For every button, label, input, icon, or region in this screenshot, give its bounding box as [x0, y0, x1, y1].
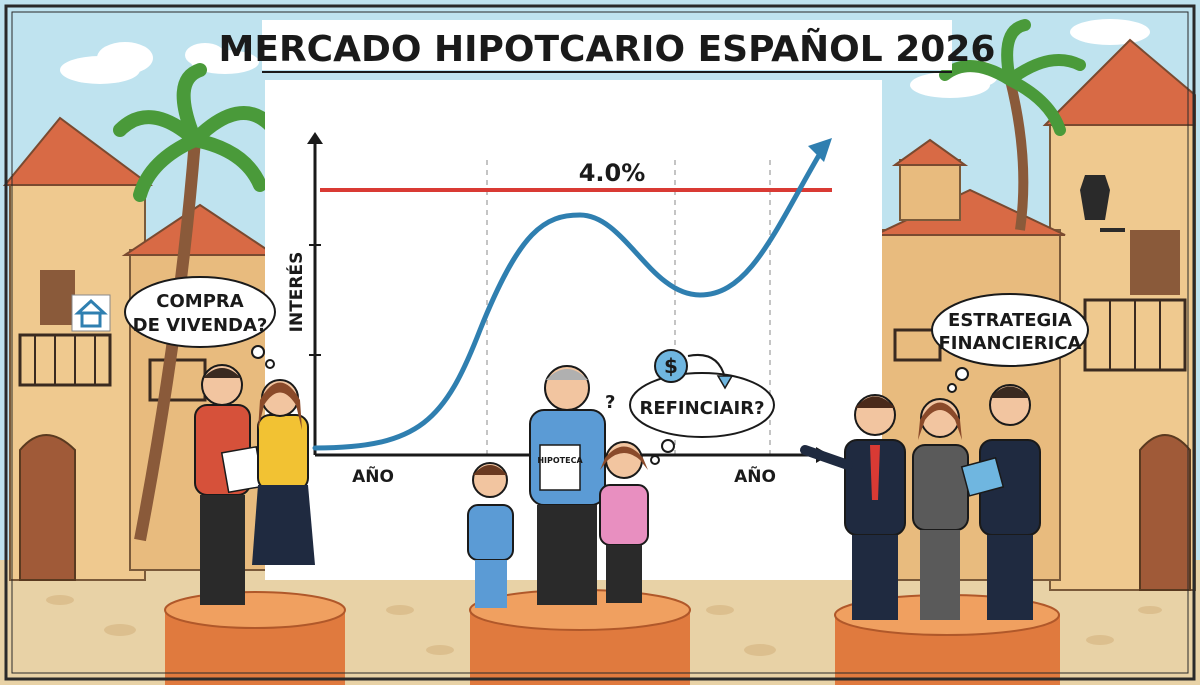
- speech-bubble-right: ESTRATEGIA FINANCIERICA: [931, 293, 1089, 393]
- svg-text:$: $: [664, 354, 678, 378]
- title-box: [262, 20, 952, 70]
- bubble-right-line2: FINANCIERICA: [939, 333, 1082, 354]
- paper-text: HIPOTECA: [537, 456, 583, 465]
- palm-tree-icon: [939, 19, 1086, 231]
- cobblestones: [46, 595, 1162, 656]
- series-arrowhead: [808, 138, 832, 162]
- bubble-left-line1: COMPRA: [156, 291, 243, 312]
- frame-border: [4, 4, 1196, 681]
- series-line: [312, 147, 825, 451]
- advisor-figures: [800, 384, 1041, 620]
- clouds: [60, 19, 1150, 98]
- frame-inner-border: [11, 11, 1189, 674]
- bubble-left-line2: DE VIVENDA?: [133, 315, 268, 336]
- reference-line-label: 4.0%: [579, 159, 646, 187]
- y-axis-arrow: [307, 132, 323, 144]
- speech-bubble-middle: REFINCIAIR? $: [629, 349, 775, 465]
- chart: 4.0% INTERÉS AÑO AÑO: [285, 132, 832, 487]
- y-axis-label: INTERÉS: [285, 252, 307, 333]
- house-icon: [71, 294, 111, 332]
- family-figures: HIPOTECA ?: [467, 365, 649, 608]
- speech-bubble-left: COMPRA DE VIVENDA?: [124, 276, 276, 369]
- question-mark: ?: [605, 392, 615, 413]
- bubble-right-line1: ESTRATEGIA: [948, 310, 1072, 331]
- street-lamp-icon: [1080, 175, 1125, 232]
- couple-figures: [194, 364, 315, 605]
- dollar-refinance-icon: $: [654, 349, 734, 390]
- x-axis-label-1: AÑO: [734, 464, 776, 487]
- x-axis-label-0: AÑO: [352, 464, 394, 487]
- chart-title: MERCADO HIPOTCARIO ESPAÑOL 2026: [219, 28, 996, 70]
- bubble-middle-line1: REFINCIAIR?: [639, 398, 764, 419]
